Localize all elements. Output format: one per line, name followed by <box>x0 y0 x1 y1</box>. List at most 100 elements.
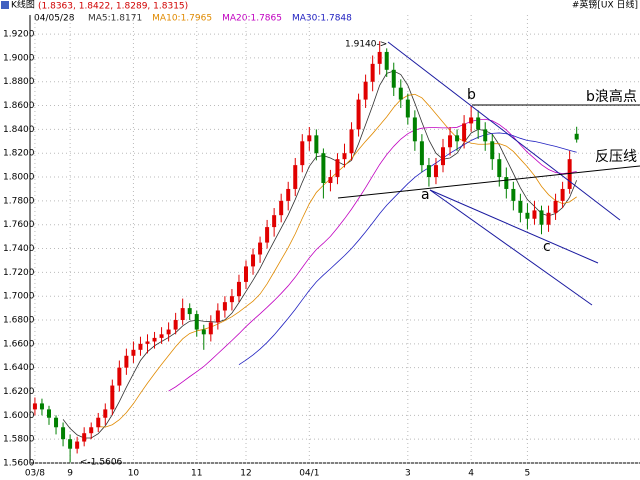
x-tick-label: 3 <box>405 469 411 479</box>
candle-body <box>201 329 206 335</box>
trend-line <box>429 189 593 306</box>
candle-body <box>138 343 143 350</box>
annotation: a <box>421 187 430 203</box>
y-tick-label: 1.6200 <box>3 387 35 397</box>
trend-lines <box>337 41 640 306</box>
ma-label: MA10:1.7965 <box>152 14 212 24</box>
chart-title: K线图 <box>11 0 35 11</box>
x-tick-label: 11 <box>191 469 202 479</box>
candle-body <box>110 385 115 410</box>
date: 04/05/28 <box>34 14 75 24</box>
candle-body <box>440 147 445 166</box>
candle-body <box>328 177 333 183</box>
y-tick-label: 1.7000 <box>3 292 35 302</box>
chart-icon <box>1 1 9 9</box>
candle-body <box>314 135 319 154</box>
candle-body <box>419 141 424 166</box>
candle-body <box>321 153 326 183</box>
candle-body <box>32 403 37 410</box>
candle-body <box>553 200 558 213</box>
x-tick-label: 10 <box>128 469 140 479</box>
candle-body <box>476 117 481 130</box>
candle-body <box>497 159 502 178</box>
ma-label: MA20:1.7865 <box>222 14 282 24</box>
candle-body <box>448 135 453 148</box>
trend-line <box>387 41 621 221</box>
candle-body <box>546 212 551 225</box>
candle-body <box>39 403 44 410</box>
candle-body <box>574 133 579 140</box>
candle-body <box>236 281 241 297</box>
candle-body <box>251 254 256 267</box>
x-tick-label: 5 <box>525 469 531 479</box>
candle-body <box>405 99 410 118</box>
annotation: 1.9140-> <box>345 40 387 50</box>
annotation: b浪高点 <box>586 88 637 105</box>
candle-body <box>307 135 312 142</box>
candle-body <box>384 51 389 70</box>
candle-body <box>398 87 403 100</box>
y-tick-label: 1.8000 <box>3 173 35 183</box>
candle-body <box>370 63 375 82</box>
annotation: 反压线 <box>595 149 637 165</box>
candle-body <box>504 177 509 189</box>
annotation: c <box>543 239 551 255</box>
y-tick-label: 1.8800 <box>3 77 35 87</box>
candle-body <box>518 200 523 213</box>
resistance-line <box>337 165 640 199</box>
candle-body <box>46 409 51 418</box>
candle-body <box>532 210 537 219</box>
y-tick-label: 1.7600 <box>3 220 35 230</box>
candle-body <box>180 308 185 321</box>
y-tick-label: 1.7800 <box>3 196 35 206</box>
ma-labels: MA5:1.8171 MA10:1.7965 MA20:1.7865 MA30:1.7… <box>88 14 352 24</box>
y-tick-label: 1.6600 <box>3 339 35 349</box>
annotation: <-1.5606 <box>80 458 123 468</box>
y-tick-label: 1.9200 <box>3 30 35 40</box>
candle-body <box>567 159 572 189</box>
candle-body <box>272 215 277 228</box>
candle-body <box>483 129 488 142</box>
candle-body <box>455 135 460 142</box>
grid <box>30 15 640 464</box>
y-tick-label: 1.9000 <box>3 53 35 63</box>
candle-body <box>462 123 467 142</box>
x-tick-label: 12 <box>240 469 251 479</box>
candle-body <box>68 439 73 449</box>
candle-body <box>131 349 136 356</box>
candle-body <box>187 308 192 315</box>
ma-line <box>238 132 577 365</box>
candle-body <box>222 302 227 311</box>
candle-body <box>229 296 234 303</box>
candle-body <box>363 81 368 100</box>
candle-body <box>54 417 59 428</box>
candle-body <box>124 355 129 368</box>
candle-body <box>96 417 101 428</box>
candle-body <box>539 210 544 225</box>
candle-body <box>300 141 305 166</box>
candle-body <box>377 51 382 64</box>
candle-body <box>293 165 298 189</box>
candle-body <box>342 153 347 160</box>
candle-body <box>89 427 94 434</box>
candle-body <box>159 334 164 338</box>
candle-body <box>525 212 530 219</box>
candle-body <box>258 242 263 255</box>
ma-line <box>168 118 577 392</box>
candle-body <box>194 314 199 330</box>
x-tick-label: 03/8 <box>25 469 45 479</box>
candle-body <box>243 266 248 282</box>
x-tick-label: 4 <box>468 469 474 479</box>
candle-body <box>152 337 157 342</box>
candle-body <box>117 367 122 386</box>
candle-body <box>412 117 417 142</box>
candle-body <box>145 341 150 344</box>
candle-body <box>560 188 565 201</box>
annotation: b <box>467 87 476 103</box>
y-tick-label: 1.7400 <box>3 244 35 254</box>
candle-body <box>166 329 171 335</box>
y-tick-label: 1.6800 <box>3 316 35 326</box>
candle-body <box>208 322 213 335</box>
candle-body <box>173 320 178 330</box>
